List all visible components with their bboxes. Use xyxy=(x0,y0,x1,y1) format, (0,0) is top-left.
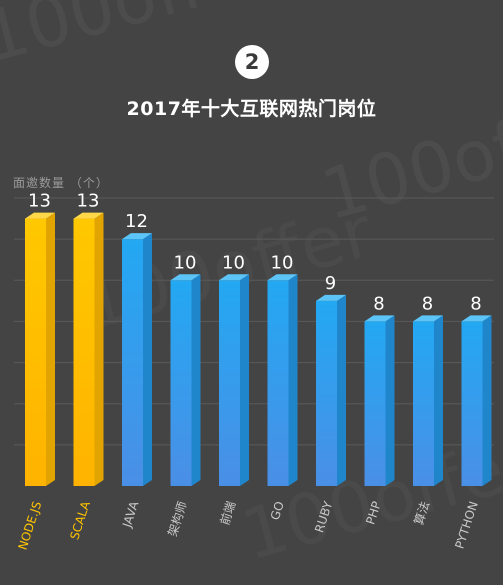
bar-front xyxy=(122,239,143,486)
bar-top xyxy=(267,274,298,281)
bar-side xyxy=(46,212,55,487)
bar xyxy=(122,233,152,486)
bar-top xyxy=(25,212,55,219)
bar-front xyxy=(170,280,192,486)
bar xyxy=(413,315,443,486)
value-label: 8 xyxy=(470,293,481,314)
value-label: 10 xyxy=(222,252,245,273)
bar-front xyxy=(219,280,240,486)
bar-top xyxy=(364,315,395,322)
bar xyxy=(461,315,492,486)
bar-side xyxy=(482,315,492,486)
value-label: 9 xyxy=(325,273,336,294)
bar-side xyxy=(288,274,298,486)
value-label: 10 xyxy=(271,252,294,273)
x-tick-label: NODE.JS xyxy=(16,500,45,552)
bar-top xyxy=(73,212,104,219)
x-tick-label: 架构师 xyxy=(164,499,189,538)
bar xyxy=(267,274,298,486)
section-number-badge: 2 xyxy=(235,45,269,79)
value-label: 13 xyxy=(77,191,100,212)
value-label: 13 xyxy=(28,191,51,212)
x-tick-label: 算法 xyxy=(411,499,433,526)
x-tick-label: GO xyxy=(268,500,287,522)
bar-top xyxy=(413,315,443,322)
y-axis-label: 面邀数量 （个） xyxy=(13,176,109,190)
chart-title: 2017年十大互联网热门岗位 xyxy=(126,98,377,120)
value-label: 12 xyxy=(125,211,148,232)
bar-top xyxy=(316,294,346,301)
bar-side xyxy=(94,212,104,487)
bar-side xyxy=(337,294,346,486)
x-tick-label: 前端 xyxy=(217,499,239,526)
x-tick-label: SCALA xyxy=(67,499,93,542)
bar-top xyxy=(219,274,249,281)
watermark-text: 100offer xyxy=(0,0,281,79)
value-label: 10 xyxy=(174,252,197,273)
bar-top xyxy=(122,233,152,240)
value-label: 8 xyxy=(373,293,384,314)
bar-front xyxy=(316,300,337,486)
bar-side xyxy=(434,315,443,486)
bar-front xyxy=(413,321,434,486)
bar xyxy=(316,294,346,486)
bar-front xyxy=(364,321,386,486)
bar-front xyxy=(267,280,289,486)
x-tick-label: JAVA xyxy=(120,499,142,530)
bar-top xyxy=(461,315,492,322)
bar-top xyxy=(170,274,201,281)
bar xyxy=(219,274,249,486)
bar xyxy=(170,274,201,486)
bar xyxy=(73,212,104,487)
value-label: 8 xyxy=(422,293,433,314)
bar-side xyxy=(143,233,152,486)
bar xyxy=(364,315,395,486)
bar xyxy=(25,212,55,487)
x-tick-label: PHP xyxy=(363,500,384,527)
bar-side xyxy=(240,274,249,486)
bar-side xyxy=(191,274,201,486)
bar-front xyxy=(73,218,95,487)
bar-front xyxy=(25,218,46,487)
bar-front xyxy=(461,321,483,486)
bar-side xyxy=(385,315,395,486)
